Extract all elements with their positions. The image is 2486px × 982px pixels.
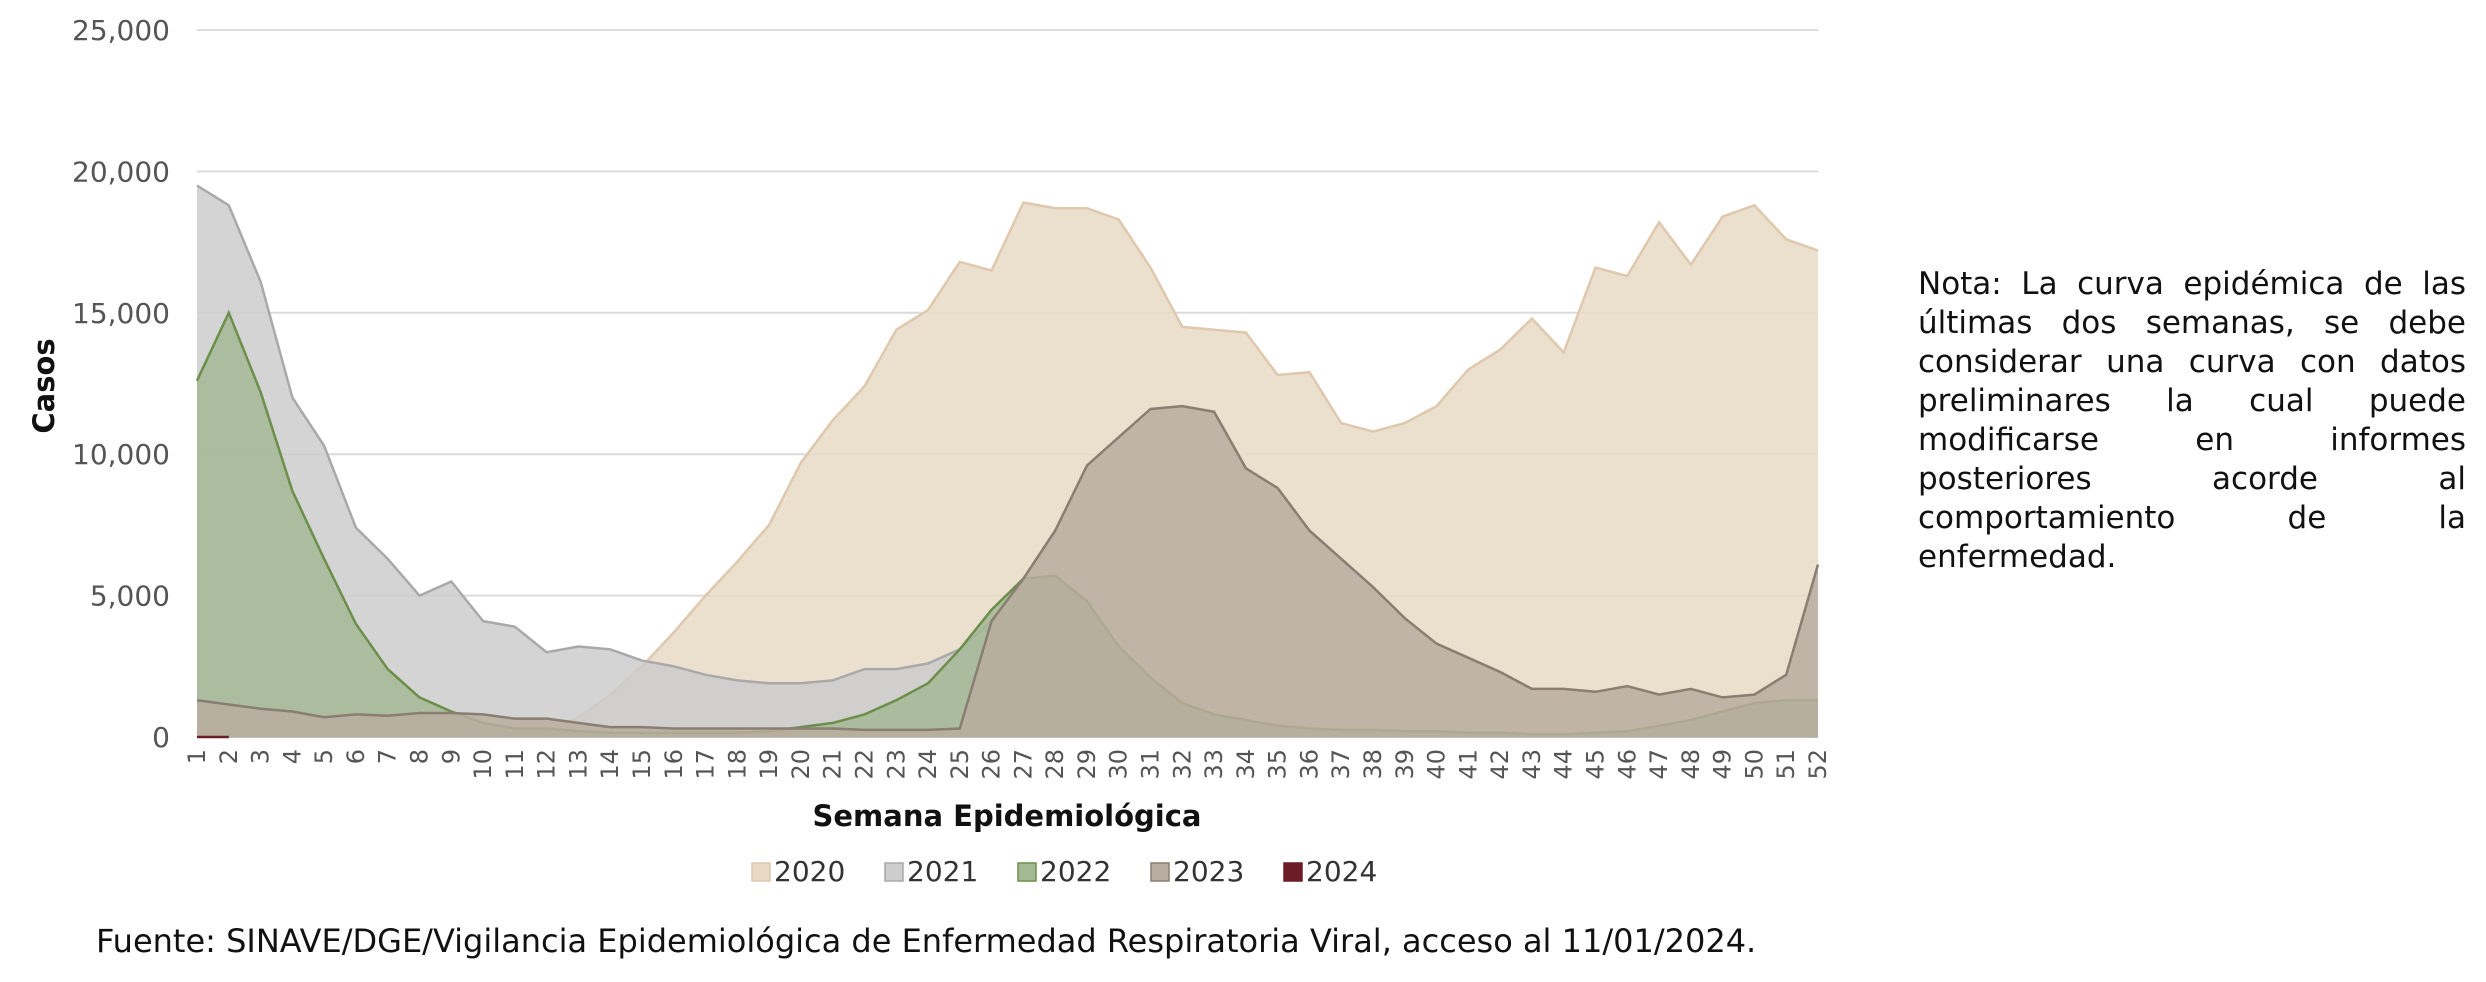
x-tick-label: 30: [1105, 749, 1133, 780]
legend-label-2020: 2020: [774, 855, 845, 888]
x-tick-label: 48: [1677, 749, 1705, 780]
epidemic-note: Nota: La curva epidémica de las últimas …: [1918, 266, 2466, 575]
series-areas: [195, 184, 1820, 739]
x-tick-label: 52: [1804, 749, 1832, 780]
y-tick-label: 5,000: [90, 580, 170, 613]
x-tick-label: 32: [1168, 749, 1196, 780]
y-tick-label: 20,000: [72, 155, 170, 188]
x-tick-label: 19: [755, 749, 783, 780]
x-tick-label: 5: [310, 749, 338, 764]
x-tick-label: 16: [660, 749, 688, 780]
x-tick-label: 36: [1295, 749, 1323, 780]
x-tick-label: 3: [247, 749, 275, 764]
legend-swatch-2021: [884, 862, 904, 882]
series-2023-area: [197, 406, 1818, 737]
y-tick-label: 25,000: [72, 14, 170, 47]
x-tick-label: 27: [1009, 749, 1037, 780]
x-tick-label: 9: [437, 749, 465, 764]
x-tick-label: 24: [914, 749, 942, 780]
y-axis-title: Casos: [27, 338, 61, 433]
legend-label-2023: 2023: [1173, 855, 1244, 888]
x-tick-label: 1: [183, 749, 211, 764]
legend-swatch-2023: [1150, 862, 1170, 882]
x-tick-label: 12: [533, 749, 561, 780]
legend-label-2021: 2021: [907, 855, 978, 888]
legend: 2020 2021 2022 2023 2024: [751, 855, 1377, 888]
x-tick-label: 22: [850, 749, 878, 780]
legend-label-2024: 2024: [1306, 855, 1377, 888]
legend-swatch-2022: [1017, 862, 1037, 882]
x-tick-label: 40: [1423, 749, 1451, 780]
x-axis-title: Semana Epidemiológica: [813, 799, 1202, 833]
x-tick-label: 4: [278, 749, 306, 764]
source-citation: Fuente: SINAVE/DGE/Vigilancia Epidemioló…: [96, 922, 1757, 960]
x-tick-label: 49: [1709, 749, 1737, 780]
y-tick-labels: 0 5,000 10,000 15,000 20,000 25,000: [72, 14, 170, 754]
x-tick-label: 18: [723, 749, 751, 780]
x-tick-label: 35: [1264, 749, 1292, 780]
x-tick-label: 11: [501, 749, 529, 780]
x-tick-label: 17: [692, 749, 720, 780]
x-tick-label: 43: [1518, 749, 1546, 780]
x-tick-label: 20: [787, 749, 815, 780]
x-tick-label: 14: [596, 749, 624, 780]
series-2021-line: [196, 184, 993, 685]
x-tick-label: 39: [1391, 749, 1419, 780]
x-tick-label: 37: [1327, 749, 1355, 780]
legend-swatch-2020: [751, 862, 771, 882]
x-tick-label: 28: [1041, 749, 1069, 780]
x-tick-label: 51: [1772, 749, 1800, 780]
x-tick-label: 25: [946, 749, 974, 780]
x-tick-label: 7: [374, 749, 402, 764]
x-tick-label: 29: [1073, 749, 1101, 780]
x-tick-label: 41: [1454, 749, 1482, 780]
x-tick-label: 13: [564, 749, 592, 780]
x-tick-label: 33: [1200, 749, 1228, 780]
series-2020-area: [197, 202, 1818, 737]
x-tick-label: 23: [882, 749, 910, 780]
x-tick-label: 47: [1645, 749, 1673, 780]
legend-swatch-2024: [1283, 862, 1303, 882]
x-tick-label: 44: [1550, 749, 1578, 780]
legend-label-2022: 2022: [1040, 855, 1111, 888]
x-tick-label: 8: [405, 749, 433, 764]
x-tick-labels: 1 2 3 4 5 6 7 8 9 10 11 12 13 14 15 16 17 18 19 20 21 22 23 24 2…: [183, 749, 1832, 780]
x-tick-label: 6: [342, 749, 370, 764]
x-tick-label: 15: [628, 749, 656, 780]
x-tick-label: 50: [1740, 749, 1768, 780]
y-tick-label: 15,000: [72, 297, 170, 330]
x-tick-label: 46: [1613, 749, 1641, 780]
x-tick-label: 34: [1232, 749, 1260, 780]
series-2023-line: [196, 404, 1820, 732]
x-tick-label: 2: [215, 749, 243, 764]
series-2021-area: [197, 185, 992, 737]
x-tick-label: 10: [469, 749, 497, 780]
y-tick-label: 0: [152, 721, 170, 754]
x-tick-label: 45: [1582, 749, 1610, 780]
x-tick-label: 21: [819, 749, 847, 780]
y-tick-label: 10,000: [72, 438, 170, 471]
x-tick-label: 38: [1359, 749, 1387, 780]
x-tick-label: 26: [978, 749, 1006, 780]
x-tick-label: 42: [1486, 749, 1514, 780]
x-tick-label: 31: [1137, 749, 1165, 780]
